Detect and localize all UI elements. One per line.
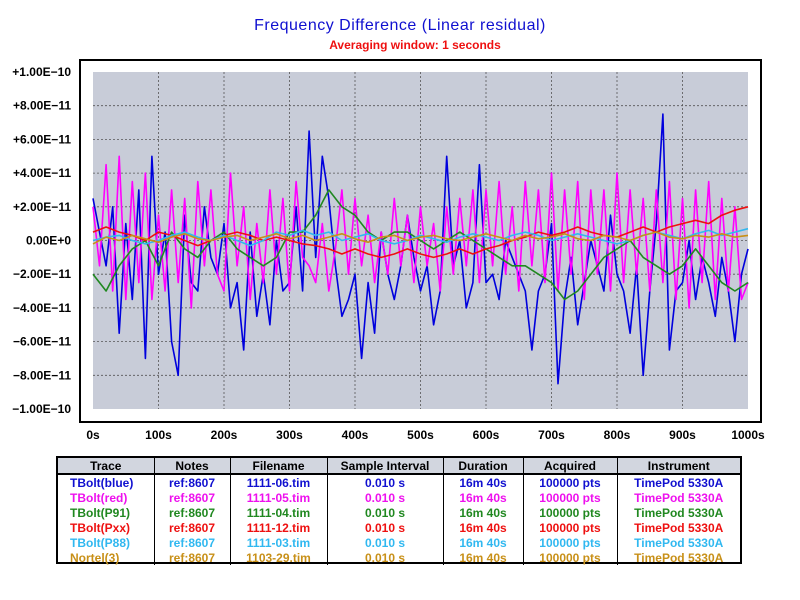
frequency-difference-chart: +1.00E−10 +8.00E−11 +6.00E−11 +4.00E−11 +2.0… — [12, 59, 765, 442]
legend-cell-sample-interval: 0.010 s — [327, 490, 444, 505]
x-tick-label: 300s — [276, 428, 303, 442]
legend-cell-duration: 16m 40s — [443, 535, 524, 550]
legend-cell-filename: 1111-04.tim — [230, 505, 328, 520]
legend-cell-filename: 1103-29.tim — [230, 550, 328, 565]
legend-cell-instrument: TimePod 5330A — [634, 490, 724, 505]
legend-cell-duration: 16m 40s — [443, 520, 524, 535]
legend-cell-sample-interval: 0.010 s — [327, 474, 444, 490]
legend-cell-trace: TBolt(blue) — [58, 474, 155, 490]
legend-header-instrument: Instrument — [617, 458, 740, 475]
x-tick-label: 700s — [538, 428, 565, 442]
chart-title: Frequency Difference (Linear residual) — [254, 17, 546, 34]
legend-cell-acquired: 100000 pts — [523, 474, 618, 490]
legend-row: TBolt(red) ref:8607 1111-05.tim 0.010 s 16m … — [58, 490, 740, 505]
legend-cell-duration: 16m 40s — [443, 505, 524, 520]
x-tick-label: 500s — [407, 428, 434, 442]
legend-cell-duration: 16m 40s — [443, 490, 524, 505]
y-tick-label: +8.00E−11 — [13, 99, 71, 113]
y-tick-label: +1.00E−10 — [12, 65, 71, 79]
legend-cell-acquired: 100000 pts — [523, 550, 618, 565]
legend-header-trace: Trace — [58, 458, 155, 475]
legend-cell-filename: 1111-12.tim — [230, 520, 328, 535]
y-tick-label: +2.00E−11 — [13, 200, 71, 214]
y-tick-label: −2.00E−11 — [13, 267, 71, 281]
legend-cell-notes: ref:8607 — [154, 490, 231, 505]
x-tick-label: 200s — [211, 428, 238, 442]
legend-row: TBolt(blue) ref:8607 1111-06.tim 0.010 s 16m… — [58, 474, 740, 490]
legend-cell-instrument: TimePod 5330A — [634, 475, 724, 490]
legend-cell-acquired: 100000 pts — [523, 535, 618, 550]
x-tick-label: 600s — [473, 428, 500, 442]
x-tick-label: 400s — [342, 428, 369, 442]
series-layer — [92, 113, 749, 385]
y-tick-label: +6.00E−11 — [13, 132, 71, 146]
y-tick-label: +4.00E−11 — [13, 166, 71, 180]
legend-cell-instrument: TimePod 5330A — [634, 505, 724, 520]
legend-cell-trace: Nortel(3) — [58, 550, 155, 565]
x-tick-label: 1000s — [731, 428, 765, 442]
legend-header-filename: Filename — [230, 458, 328, 475]
legend-header-acquired: Acquired — [523, 458, 618, 475]
legend-cell-sample-interval: 0.010 s — [327, 535, 444, 550]
series-line-tbolt-p91 — [92, 189, 749, 301]
legend-row: TBolt(P91) ref:8607 1111-04.tim 0.010 s 16m … — [58, 505, 740, 520]
legend-cell-duration: 16m 40s — [443, 474, 524, 490]
legend-row: Nortel(3) ref:8607 1103-29.tim 0.010 s 16m 4… — [58, 550, 740, 565]
legend-cell-acquired: 100000 pts — [523, 505, 618, 520]
series-line-nortel-3 — [92, 231, 749, 245]
legend-cell-filename: 1111-06.tim — [230, 474, 328, 490]
legend-cell-acquired: 100000 pts — [523, 490, 618, 505]
y-tick-label: −6.00E−11 — [13, 335, 71, 349]
legend-cell-trace: TBolt(P88) — [58, 535, 155, 550]
legend-cell-trace: TBolt(P91) — [58, 505, 155, 520]
legend-header-row: Trace Notes Filename Sample Interval Dur… — [58, 458, 740, 475]
legend-cell-acquired: 100000 pts — [523, 520, 618, 535]
legend-cell-instrument: TimePod 5330A — [634, 550, 724, 565]
x-tick-label: 800s — [604, 428, 631, 442]
trace-legend-table: Trace Notes Filename Sample Interval Dur… — [56, 456, 742, 565]
legend-header-sample-interval: Sample Interval — [327, 458, 444, 475]
y-tick-label: −8.00E−11 — [13, 368, 71, 382]
legend-cell-trace: TBolt(red) — [58, 490, 155, 505]
y-tick-label: −4.00E−11 — [13, 301, 71, 315]
legend-row: TBolt(P88) ref:8607 1111-03.tim 0.010 s 16m … — [58, 535, 740, 550]
y-tick-label: 0.00E+0 — [26, 234, 71, 248]
legend-cell-sample-interval: 0.010 s — [327, 550, 444, 565]
y-axis-tick-labels: +1.00E−10 +8.00E−11 +6.00E−11 +4.00E−11 +2.0… — [12, 65, 71, 416]
legend-cell-filename: 1111-05.tim — [230, 490, 328, 505]
legend-cell-notes: ref:8607 — [154, 520, 231, 535]
legend-cell-notes: ref:8607 — [154, 505, 231, 520]
x-tick-label: 900s — [669, 428, 696, 442]
legend-cell-duration: 16m 40s — [443, 550, 524, 565]
legend-cell-sample-interval: 0.010 s — [327, 520, 444, 535]
legend-cell-instrument: TimePod 5330A — [634, 520, 724, 535]
legend-cell-notes: ref:8607 — [154, 474, 231, 490]
legend-cell-notes: ref:8607 — [154, 550, 231, 565]
legend-cell-sample-interval: 0.010 s — [327, 505, 444, 520]
legend-cell-instrument: TimePod 5330A — [634, 535, 724, 550]
x-tick-label: 100s — [145, 428, 172, 442]
y-tick-label: −1.00E−10 — [12, 402, 71, 416]
chart-subtitle: Averaging window: 1 seconds — [329, 38, 501, 52]
legend-cell-filename: 1111-03.tim — [230, 535, 328, 550]
legend-header-notes: Notes — [154, 458, 231, 475]
legend-cell-notes: ref:8607 — [154, 535, 231, 550]
legend-header-duration: Duration — [443, 458, 524, 475]
legend-row: TBolt(Pxx) ref:8607 1111-12.tim 0.010 s 16m … — [58, 520, 740, 535]
series-line-tbolt-pxx — [92, 206, 749, 259]
x-axis-tick-labels: 0s 100s 200s 300s 400s 500s 600s 700s 800s 900s 10… — [86, 428, 765, 442]
x-tick-label: 0s — [86, 428, 100, 442]
legend-cell-trace: TBolt(Pxx) — [58, 520, 155, 535]
